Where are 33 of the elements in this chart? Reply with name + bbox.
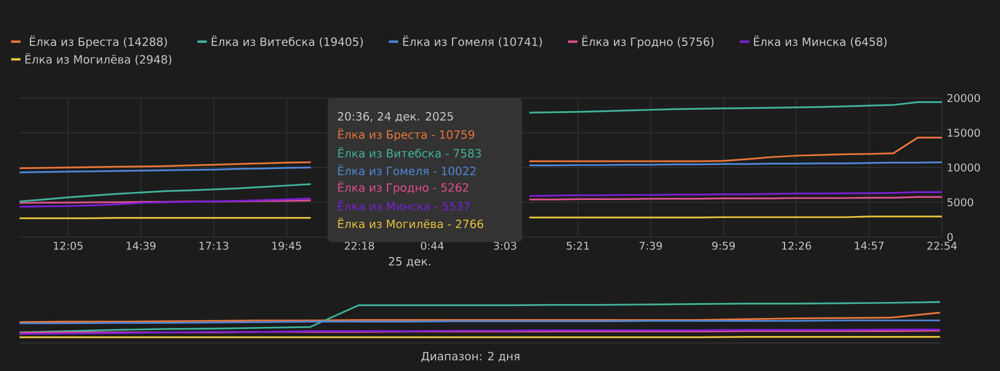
x-tick-label: 14:39 [126,242,156,250]
y-tick-label: 0 [947,232,953,242]
y-tick-label: 10000 [948,163,980,172]
x-tick-label: 5:21 [566,242,589,250]
x-tick-label: 12:05 [54,242,82,250]
annotation: Ёлка из Минска - 5537 [338,200,470,211]
legend-label: Ёлка из Витебска (19405) [212,35,363,48]
annotation: Ёлка из Бреста - 10759 [338,128,474,142]
x-tick-label: 12:26 [782,242,812,250]
annotation: Ёлка из Гомеля - 10022 [338,164,476,176]
x-tick-label: 22:18 [344,242,374,250]
y-tick-label: 5000 [948,198,974,206]
x-tick-label: 9:59 [712,242,735,250]
legend-label: Ёлка из Могилёва (2948) [25,53,172,65]
x-tick-label: 19:45 [272,242,301,250]
x-tick-label: 7:39 [640,242,662,250]
annotation: 20:36, 24 дек. 2025 [338,112,453,122]
legend-label: Ёлка из Гродно (5756) [582,35,714,48]
legend-label: Ёлка из Гомеля (10741) [403,35,542,48]
x-tick-label: 22:54 [927,242,957,250]
text: 25 дек. [388,257,430,267]
x-tick-label: 0:44 [420,242,444,250]
y-tick-label: 15000 [948,128,980,137]
x-tick-label: 17:13 [200,242,228,250]
y-tick-label: 20000 [947,94,980,102]
annotation: Ёлка из Витебска - 7583 [338,147,481,158]
text: Диапазон: 2 дня [421,352,520,362]
legend-label: Ёлка из Бреста (14288) [30,35,167,48]
legend-label: Ёлка из Минска (6458) [754,35,887,48]
annotation: Ёлка из Могилёва - 2766 [338,218,484,228]
annotation: Ёлка из Гродно - 5262 [338,181,468,194]
x-tick-label: 14:57 [854,242,884,250]
x-tick-label: 3:03 [494,242,516,250]
